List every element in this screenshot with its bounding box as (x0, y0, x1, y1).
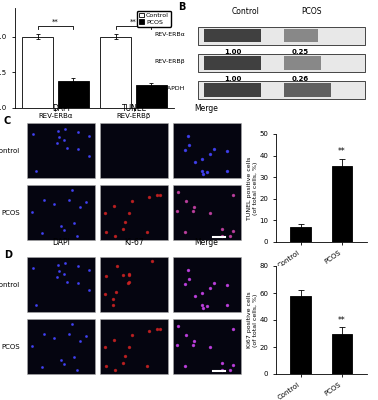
Text: **: ** (130, 19, 137, 25)
Y-axis label: Ki67 positive cells
(of total cells, %): Ki67 positive cells (of total cells, %) (247, 292, 258, 348)
Text: PCOS: PCOS (2, 344, 20, 350)
Text: Control: Control (0, 148, 20, 154)
Bar (100, 123, 168, 178)
Text: TUNEL: TUNEL (122, 104, 146, 113)
Bar (332, 166, 352, 242)
Text: **: ** (338, 146, 346, 156)
Bar (136, 85, 167, 108)
Bar (27, 123, 95, 178)
Text: PCOS: PCOS (302, 7, 322, 16)
Bar (204, 83, 261, 96)
Text: 0.26: 0.26 (292, 76, 309, 82)
Text: 1.00: 1.00 (224, 49, 241, 55)
Bar (27, 319, 95, 374)
Bar (332, 334, 352, 374)
Text: D: D (4, 250, 12, 260)
Bar (290, 227, 311, 242)
Bar (284, 56, 321, 70)
Text: DAPI: DAPI (53, 238, 70, 247)
Bar (173, 319, 241, 374)
Bar (22, 36, 53, 108)
Bar (101, 36, 131, 108)
Text: REV-ERBβ: REV-ERBβ (155, 59, 185, 64)
Text: Control: Control (0, 282, 20, 288)
Text: Merge: Merge (195, 238, 218, 247)
Text: PCOS: PCOS (2, 210, 20, 216)
Y-axis label: TUNEL positive cells
(of total cells, %): TUNEL positive cells (of total cells, %) (247, 156, 258, 220)
Bar (284, 29, 318, 42)
Text: REV-ERBα: REV-ERBα (155, 32, 185, 37)
Text: DAPI: DAPI (53, 104, 70, 113)
Bar (173, 185, 241, 240)
Text: 1.00: 1.00 (224, 76, 241, 82)
Bar (100, 185, 168, 240)
Text: **: ** (338, 316, 346, 325)
Text: Ki-67: Ki-67 (124, 238, 144, 247)
Bar (27, 185, 95, 240)
Bar (198, 81, 365, 99)
Bar (27, 257, 95, 312)
Bar (58, 81, 88, 108)
Bar (198, 27, 365, 44)
Text: **: ** (52, 19, 59, 25)
Text: B: B (178, 2, 185, 12)
Bar (198, 54, 365, 72)
Bar (290, 296, 311, 374)
Legend: Control, PCOS: Control, PCOS (136, 11, 171, 26)
Text: GAPDH: GAPDH (163, 86, 185, 91)
Text: 0.25: 0.25 (292, 49, 309, 55)
Bar (173, 123, 241, 178)
Text: Control: Control (232, 7, 260, 16)
Bar (100, 319, 168, 374)
Bar (173, 257, 241, 312)
Bar (100, 257, 168, 312)
Text: C: C (4, 116, 11, 126)
Bar (204, 56, 261, 70)
Text: Merge: Merge (195, 104, 218, 113)
Bar (284, 83, 331, 96)
Bar (204, 29, 261, 42)
